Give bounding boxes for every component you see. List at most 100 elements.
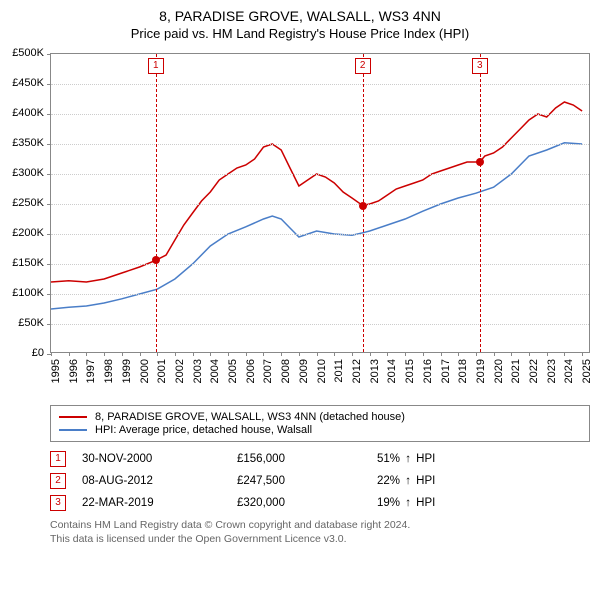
gridline: [51, 264, 589, 265]
x-tick: [582, 352, 583, 356]
x-axis-label: 2019: [475, 359, 487, 383]
event-price: £320,000: [237, 497, 377, 509]
x-tick: [494, 352, 495, 356]
y-axis-label: £0: [32, 347, 44, 359]
y-tick: [47, 234, 51, 235]
gridline: [51, 324, 589, 325]
x-axis-label: 2024: [563, 359, 575, 383]
attribution-line-2: This data is licensed under the Open Gov…: [50, 532, 590, 546]
y-axis-labels: £0£50K£100K£150K£200K£250K£300K£350K£400…: [0, 53, 46, 353]
x-axis-label: 1996: [68, 359, 80, 383]
y-axis-label: £500K: [12, 47, 44, 59]
event-vline: [480, 54, 481, 352]
event-badge: 1: [148, 58, 164, 74]
gridline: [51, 294, 589, 295]
x-axis-label: 2000: [139, 359, 151, 383]
event-row-badge: 1: [50, 451, 66, 467]
event-date: 30-NOV-2000: [82, 453, 237, 465]
legend-label: HPI: Average price, detached house, Wals…: [95, 424, 312, 436]
y-tick: [47, 114, 51, 115]
x-axis-label: 2015: [404, 359, 416, 383]
x-tick: [299, 352, 300, 356]
event-marker: [359, 202, 367, 210]
y-tick: [47, 174, 51, 175]
event-price: £247,500: [237, 475, 377, 487]
x-tick: [281, 352, 282, 356]
event-diff: 22% ↑ HPI: [377, 475, 590, 487]
y-axis-label: £400K: [12, 107, 44, 119]
gridline: [51, 144, 589, 145]
y-tick: [47, 144, 51, 145]
x-tick: [352, 352, 353, 356]
x-axis-label: 2014: [386, 359, 398, 383]
gridline: [51, 234, 589, 235]
x-axis-label: 2017: [440, 359, 452, 383]
arrow-up-icon: ↑: [405, 497, 411, 509]
x-axis-label: 2022: [528, 359, 540, 383]
y-axis-label: £50K: [18, 317, 44, 329]
event-row-badge: 2: [50, 473, 66, 489]
y-tick: [47, 294, 51, 295]
x-axis-label: 1999: [121, 359, 133, 383]
x-axis-label: 2006: [245, 359, 257, 383]
x-axis-label: 2001: [156, 359, 168, 383]
y-axis-label: £250K: [12, 197, 44, 209]
legend-box: 8, PARADISE GROVE, WALSALL, WS3 4NN (det…: [50, 405, 590, 442]
y-axis-label: £200K: [12, 227, 44, 239]
legend-swatch: [59, 416, 87, 418]
x-axis-label: 2008: [280, 359, 292, 383]
plot-box: 123: [50, 53, 590, 353]
x-tick: [69, 352, 70, 356]
x-axis-label: 2007: [262, 359, 274, 383]
event-diff: 51% ↑ HPI: [377, 453, 590, 465]
arrow-up-icon: ↑: [405, 475, 411, 487]
event-badge: 3: [472, 58, 488, 74]
x-tick: [122, 352, 123, 356]
event-marker: [476, 158, 484, 166]
y-axis-label: £300K: [12, 167, 44, 179]
gridline: [51, 114, 589, 115]
gridline: [51, 84, 589, 85]
event-row: 3 22-MAR-2019£320,00019% ↑ HPI: [50, 492, 590, 514]
x-tick: [511, 352, 512, 356]
x-tick: [564, 352, 565, 356]
y-axis-label: £350K: [12, 137, 44, 149]
y-axis-label: £450K: [12, 77, 44, 89]
x-axis-label: 2018: [457, 359, 469, 383]
event-date: 22-MAR-2019: [82, 497, 237, 509]
x-axis-label: 2005: [227, 359, 239, 383]
x-axis-label: 2021: [510, 359, 522, 383]
series-price_paid: [51, 102, 582, 282]
x-axis-label: 2004: [209, 359, 221, 383]
y-tick: [47, 204, 51, 205]
x-axis-label: 2003: [192, 359, 204, 383]
x-tick: [476, 352, 477, 356]
x-tick: [458, 352, 459, 356]
x-axis-label: 2012: [351, 359, 363, 383]
x-tick: [104, 352, 105, 356]
chart-area: £0£50K£100K£150K£200K£250K£300K£350K£400…: [0, 45, 600, 405]
event-diff: 19% ↑ HPI: [377, 497, 590, 509]
x-tick: [210, 352, 211, 356]
x-tick: [370, 352, 371, 356]
x-tick: [263, 352, 264, 356]
series-hpi: [51, 143, 582, 309]
event-row-badge: 3: [50, 495, 66, 511]
y-tick: [47, 264, 51, 265]
x-axis-label: 2011: [333, 359, 345, 383]
event-vline: [156, 54, 157, 352]
x-tick: [334, 352, 335, 356]
attribution-line-1: Contains HM Land Registry data © Crown c…: [50, 518, 590, 532]
legend-row: 8, PARADISE GROVE, WALSALL, WS3 4NN (det…: [59, 411, 581, 423]
event-date: 08-AUG-2012: [82, 475, 237, 487]
x-tick: [140, 352, 141, 356]
chart-titles: 8, PARADISE GROVE, WALSALL, WS3 4NN Pric…: [0, 0, 600, 45]
x-tick: [317, 352, 318, 356]
attribution-text: Contains HM Land Registry data © Crown c…: [50, 518, 590, 546]
x-tick: [441, 352, 442, 356]
y-tick: [47, 84, 51, 85]
event-marker: [152, 256, 160, 264]
gridline: [51, 204, 589, 205]
x-tick: [387, 352, 388, 356]
x-tick: [157, 352, 158, 356]
